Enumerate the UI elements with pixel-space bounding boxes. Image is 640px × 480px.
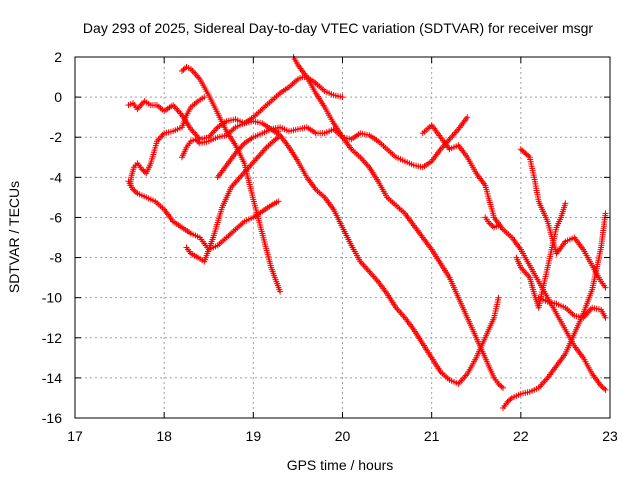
y-tick-label: -2 [50, 129, 63, 145]
series-sat-e [183, 134, 282, 265]
data-point-marker [464, 114, 471, 121]
x-tick-label: 23 [602, 428, 618, 444]
data-point-marker [201, 94, 208, 101]
series-sat-l [513, 200, 569, 311]
x-tick-label: 17 [67, 428, 83, 444]
data-point-marker [339, 94, 346, 101]
y-axis-label: SDTVAR / TECUs [6, 181, 22, 293]
data-point-marker [193, 137, 200, 144]
series-sat-c [125, 178, 282, 253]
y-tick-label: -16 [42, 410, 62, 426]
data-point-marker [275, 198, 282, 205]
y-tick-label: -6 [50, 209, 63, 225]
data-point-marker [274, 135, 280, 142]
data-point-marker [601, 385, 608, 392]
x-tick-label: 22 [513, 428, 529, 444]
series-line [270, 128, 500, 385]
data-point-marker [500, 384, 506, 391]
series-sat-i [268, 126, 502, 387]
gridlines [75, 57, 610, 418]
x-tick-label: 20 [335, 428, 351, 444]
y-tick-label: -14 [42, 370, 62, 386]
series-sat-j [419, 122, 609, 393]
series-sat-h [290, 54, 506, 391]
data-point-marker [130, 186, 136, 193]
y-tick-label: -8 [50, 250, 63, 266]
data-point-marker [504, 399, 511, 405]
series-sat-f [179, 64, 284, 295]
chart-title: Day 293 of 2025, Sidereal Day-to-day VTE… [83, 20, 593, 36]
data-point-marker [562, 200, 569, 207]
x-tick-label: 19 [246, 428, 262, 444]
x-tick-label: 21 [424, 428, 440, 444]
data-point-marker [602, 210, 609, 217]
y-tick-label: 2 [54, 49, 62, 65]
data-point-marker [602, 386, 609, 393]
data-point-marker [495, 294, 502, 301]
data-point-marker [140, 167, 147, 174]
data-point-marker [495, 222, 502, 229]
series-layer [125, 54, 609, 411]
y-tick-label: -4 [50, 169, 63, 185]
data-point-marker [277, 288, 284, 295]
series-sat-o [482, 214, 502, 231]
series-sat-n [535, 294, 609, 321]
y-tick-label: 0 [54, 89, 62, 105]
data-point-marker [602, 284, 609, 291]
y-tick-label: -12 [42, 330, 62, 346]
x-axis-label: GPS time / hours [287, 457, 394, 473]
x-tick-label: 18 [156, 428, 172, 444]
data-point-marker [602, 314, 609, 321]
series-sat-m [517, 146, 609, 291]
y-tick-label: -10 [42, 290, 62, 306]
